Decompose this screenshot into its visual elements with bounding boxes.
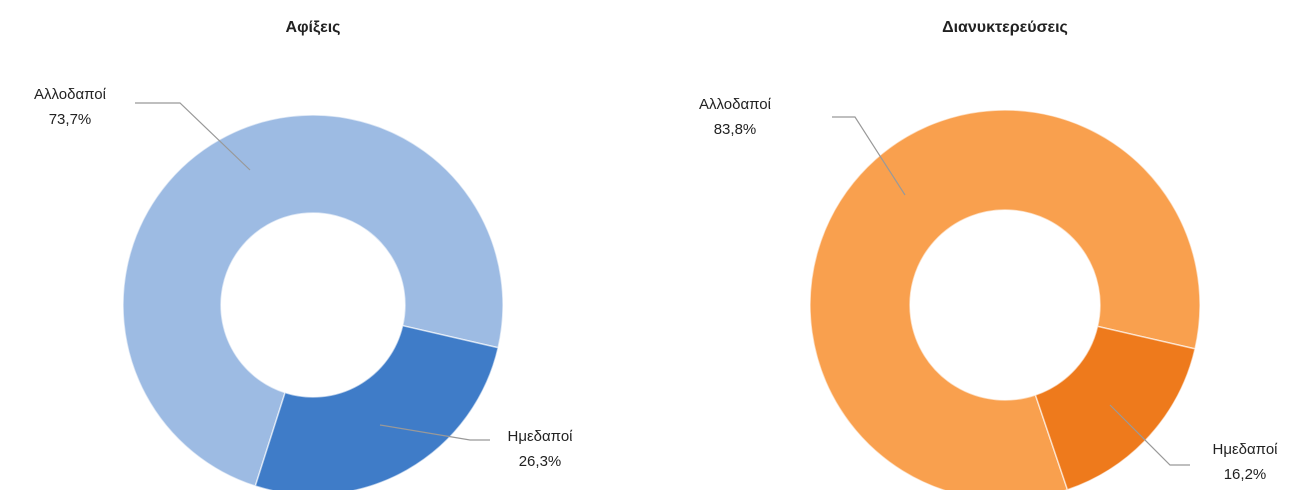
slice-value-label: 83,8% <box>714 121 757 138</box>
slice-value-label: 73,7% <box>49 111 92 128</box>
leader-line <box>832 116 906 196</box>
slice-label: Ημεδαποί <box>1213 441 1279 458</box>
donut-slice <box>1034 325 1196 490</box>
slice-value-label: 26,3% <box>519 453 562 470</box>
slice-value-label: 16,2% <box>1224 466 1267 483</box>
chart-title: Αφίξεις <box>286 19 341 36</box>
chart: Διανυκτερεύσεις Αλλοδαποί 83,8% Ημεδαποί 16,… <box>699 19 1278 490</box>
chart-title: Διανυκτερεύσεις <box>942 19 1068 36</box>
slice-label: Αλλοδαποί <box>34 86 107 103</box>
donut-slice <box>809 109 1201 490</box>
leader-line <box>379 424 490 441</box>
slice-label: Αλλοδαποί <box>699 96 772 113</box>
leader-line <box>135 102 251 171</box>
donut-slice <box>254 324 500 490</box>
donut-slice <box>122 114 504 487</box>
slice-label: Ημεδαποί <box>508 428 574 445</box>
chart: Αφίξεις Αλλοδαποί 73,7% Ημεδαποί 26,3% <box>34 19 573 490</box>
leader-line <box>1109 404 1190 466</box>
